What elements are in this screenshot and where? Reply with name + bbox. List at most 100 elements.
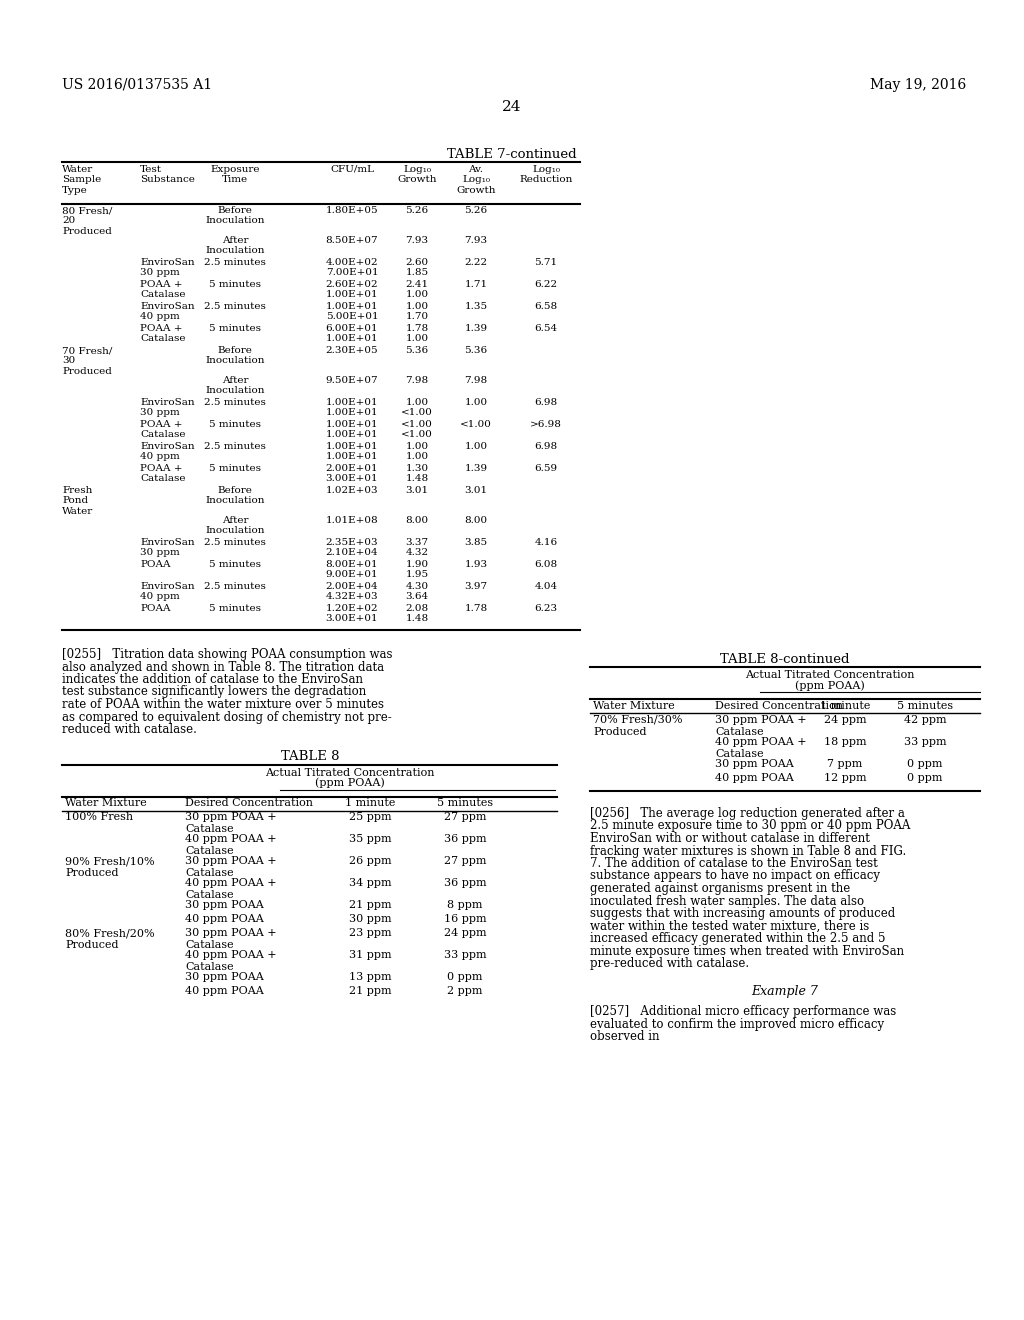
Text: pre-reduced with catalase.: pre-reduced with catalase.: [590, 957, 750, 970]
Text: 5 minutes: 5 minutes: [209, 280, 261, 289]
Text: 8.00: 8.00: [465, 516, 487, 525]
Text: suggests that with increasing amounts of produced: suggests that with increasing amounts of…: [590, 907, 895, 920]
Text: 1.00E+01
1.00E+01: 1.00E+01 1.00E+01: [326, 399, 378, 417]
Text: 2 ppm: 2 ppm: [447, 986, 482, 997]
Text: After
Inoculation: After Inoculation: [205, 376, 265, 396]
Text: 34 ppm: 34 ppm: [349, 879, 391, 888]
Text: Av.
Log₁₀
Growth: Av. Log₁₀ Growth: [457, 165, 496, 195]
Text: 2.00E+01
3.00E+01: 2.00E+01 3.00E+01: [326, 465, 378, 483]
Text: 24 ppm: 24 ppm: [443, 928, 486, 939]
Text: 3.85: 3.85: [465, 539, 487, 546]
Text: test substance significantly lowers the degradation: test substance significantly lowers the …: [62, 685, 367, 698]
Text: 1.00
<1.00: 1.00 <1.00: [401, 399, 433, 417]
Text: generated against organisms present in the: generated against organisms present in t…: [590, 882, 850, 895]
Text: 0 ppm: 0 ppm: [907, 759, 943, 770]
Text: 80 Fresh/
20
Produced: 80 Fresh/ 20 Produced: [62, 206, 113, 236]
Text: also analyzed and shown in Table 8. The titration data: also analyzed and shown in Table 8. The …: [62, 660, 384, 673]
Text: EnviroSan with or without catalase in different: EnviroSan with or without catalase in di…: [590, 832, 869, 845]
Text: (ppm POAA): (ppm POAA): [795, 680, 865, 690]
Text: 30 ppm POAA: 30 ppm POAA: [185, 973, 264, 982]
Text: 7.98: 7.98: [465, 376, 487, 385]
Text: 5.26: 5.26: [465, 206, 487, 215]
Text: 2.08
1.48: 2.08 1.48: [406, 605, 429, 623]
Text: 1.20E+02
3.00E+01: 1.20E+02 3.00E+01: [326, 605, 378, 623]
Text: <1.00: <1.00: [460, 420, 492, 429]
Text: 4.30
3.64: 4.30 3.64: [406, 582, 429, 602]
Text: [0256]   The average log reduction generated after a: [0256] The average log reduction generat…: [590, 807, 905, 820]
Text: 3.01: 3.01: [465, 486, 487, 495]
Text: 2.5 minute exposure time to 30 ppm or 40 ppm POAA: 2.5 minute exposure time to 30 ppm or 40…: [590, 820, 910, 833]
Text: Actual Titrated Concentration: Actual Titrated Concentration: [745, 671, 914, 680]
Text: >6.98: >6.98: [530, 420, 562, 429]
Text: US 2016/0137535 A1: US 2016/0137535 A1: [62, 78, 212, 92]
Text: Before
Inoculation: Before Inoculation: [205, 346, 265, 366]
Text: 2.41
1.00: 2.41 1.00: [406, 280, 429, 300]
Text: indicates the addition of catalase to the EnviroSan: indicates the addition of catalase to th…: [62, 673, 362, 686]
Text: CFU/mL: CFU/mL: [330, 165, 374, 174]
Text: 6.98: 6.98: [535, 442, 557, 451]
Text: EnviroSan
30 ppm: EnviroSan 30 ppm: [140, 539, 195, 557]
Text: 2.5 minutes: 2.5 minutes: [204, 442, 266, 451]
Text: minute exposure times when treated with EnviroSan: minute exposure times when treated with …: [590, 945, 904, 957]
Text: 1.35: 1.35: [465, 302, 487, 312]
Text: Before
Inoculation: Before Inoculation: [205, 486, 265, 506]
Text: [0257]   Additional micro efficacy performance was: [0257] Additional micro efficacy perform…: [590, 1006, 896, 1019]
Text: 1.00: 1.00: [465, 442, 487, 451]
Text: 30 ppm POAA: 30 ppm POAA: [185, 900, 264, 911]
Text: 1 minute: 1 minute: [820, 701, 870, 711]
Text: 1.30
1.48: 1.30 1.48: [406, 465, 429, 483]
Text: POAA +
Catalase: POAA + Catalase: [140, 280, 185, 300]
Text: 5.36: 5.36: [406, 346, 429, 355]
Text: 5 minutes: 5 minutes: [209, 420, 261, 429]
Text: increased efficacy generated within the 2.5 and 5: increased efficacy generated within the …: [590, 932, 886, 945]
Text: 27 ppm: 27 ppm: [443, 857, 486, 866]
Text: 70% Fresh/30%
Produced: 70% Fresh/30% Produced: [593, 715, 683, 737]
Text: 1.00
1.00: 1.00 1.00: [406, 442, 429, 462]
Text: 18 ppm: 18 ppm: [823, 737, 866, 747]
Text: 70 Fresh/
30
Produced: 70 Fresh/ 30 Produced: [62, 346, 113, 376]
Text: 30 ppm POAA +
Catalase: 30 ppm POAA + Catalase: [185, 857, 276, 878]
Text: 8.50E+07: 8.50E+07: [326, 236, 378, 246]
Text: Test
Substance: Test Substance: [140, 165, 195, 185]
Text: 33 ppm: 33 ppm: [443, 950, 486, 961]
Text: After
Inoculation: After Inoculation: [205, 516, 265, 536]
Text: 6.00E+01
1.00E+01: 6.00E+01 1.00E+01: [326, 323, 378, 343]
Text: 8.00E+01
9.00E+01: 8.00E+01 9.00E+01: [326, 560, 378, 579]
Text: rate of POAA within the water mixture over 5 minutes: rate of POAA within the water mixture ov…: [62, 698, 384, 711]
Text: 4.04: 4.04: [535, 582, 557, 591]
Text: 21 ppm: 21 ppm: [349, 900, 391, 911]
Text: Desired Concentration: Desired Concentration: [185, 799, 313, 808]
Text: Desired Concentration: Desired Concentration: [715, 701, 843, 711]
Text: 3.37
4.32: 3.37 4.32: [406, 539, 429, 557]
Text: 35 ppm: 35 ppm: [349, 834, 391, 845]
Text: 30 ppm POAA +
Catalase: 30 ppm POAA + Catalase: [185, 928, 276, 950]
Text: water within the tested water mixture, there is: water within the tested water mixture, t…: [590, 920, 869, 932]
Text: as compared to equivalent dosing of chemistry not pre-: as compared to equivalent dosing of chem…: [62, 710, 392, 723]
Text: 1 minute: 1 minute: [345, 799, 395, 808]
Text: 1.80E+05: 1.80E+05: [326, 206, 378, 215]
Text: 8.00: 8.00: [406, 516, 429, 525]
Text: 1.00
1.70: 1.00 1.70: [406, 302, 429, 321]
Text: Fresh
Pond
Water: Fresh Pond Water: [62, 486, 93, 516]
Text: inoculated fresh water samples. The data also: inoculated fresh water samples. The data…: [590, 895, 864, 908]
Text: 5.36: 5.36: [465, 346, 487, 355]
Text: TABLE 8-continued: TABLE 8-continued: [720, 653, 850, 667]
Text: POAA: POAA: [140, 605, 171, 612]
Text: 2.5 minutes: 2.5 minutes: [204, 257, 266, 267]
Text: TABLE 7-continued: TABLE 7-continued: [447, 148, 577, 161]
Text: 8 ppm: 8 ppm: [447, 900, 482, 911]
Text: After
Inoculation: After Inoculation: [205, 236, 265, 255]
Text: 7.93: 7.93: [465, 236, 487, 246]
Text: TABLE 8: TABLE 8: [281, 751, 339, 763]
Text: 2.5 minutes: 2.5 minutes: [204, 399, 266, 407]
Text: 23 ppm: 23 ppm: [349, 928, 391, 939]
Text: 30 ppm POAA: 30 ppm POAA: [715, 759, 794, 770]
Text: 7.93: 7.93: [406, 236, 429, 246]
Text: 5 minutes: 5 minutes: [209, 323, 261, 333]
Text: 33 ppm: 33 ppm: [904, 737, 946, 747]
Text: 30 ppm: 30 ppm: [349, 915, 391, 924]
Text: 6.59: 6.59: [535, 465, 557, 473]
Text: POAA +
Catalase: POAA + Catalase: [140, 420, 185, 440]
Text: Exposure
Time: Exposure Time: [210, 165, 260, 185]
Text: 1.02E+03: 1.02E+03: [326, 486, 378, 495]
